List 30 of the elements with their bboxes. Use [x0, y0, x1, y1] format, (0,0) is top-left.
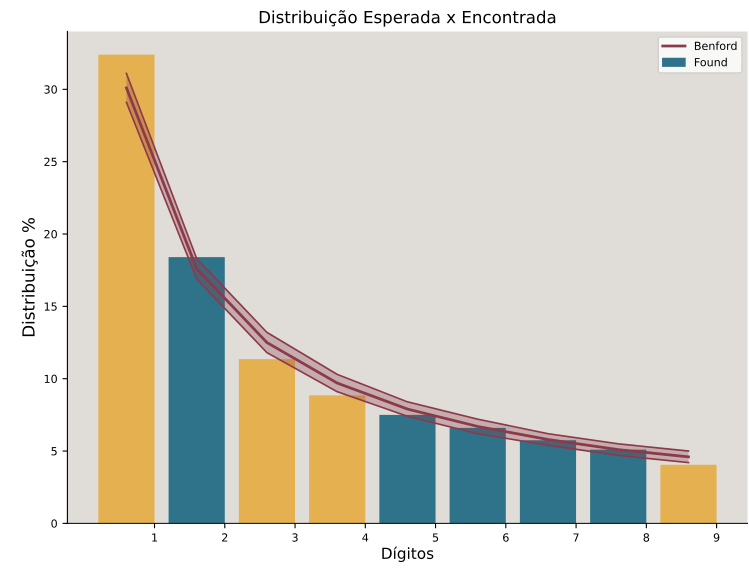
y-tick-label: 25 [44, 158, 57, 166]
legend-label: Benford [694, 41, 736, 50]
bar [590, 450, 646, 524]
bar [309, 395, 366, 524]
x-tick-label: 3 [292, 533, 298, 542]
y-tick-label: 0 [51, 519, 57, 528]
y-tick-label: 5 [51, 447, 57, 456]
x-tick-label: 7 [573, 533, 579, 542]
legend-label: Found [694, 58, 727, 66]
bar [450, 428, 506, 524]
x-tick-label: 6 [503, 533, 509, 542]
bar [238, 359, 296, 524]
y-tick-label: 10 [44, 374, 57, 384]
x-tick-label: 8 [644, 533, 650, 542]
bar [660, 464, 717, 524]
y-tick-label: 20 [44, 230, 57, 238]
x-axis-title: Dígitos [382, 546, 434, 562]
bar [98, 54, 155, 524]
y-axis-title: Distribuição % [22, 218, 38, 336]
bar [168, 257, 225, 524]
x-tick-label: 1 [152, 533, 158, 542]
x-tick-label: 4 [362, 533, 368, 542]
x-tick-label: 9 [714, 533, 720, 542]
y-tick-label: 30 [44, 85, 57, 94]
chart-title: Distribuição Esperada x Encontrada [260, 10, 556, 27]
y-tick-label: 15 [44, 302, 57, 311]
bar [379, 414, 436, 524]
bar [520, 440, 576, 524]
x-tick-label: 5 [432, 533, 438, 542]
x-tick-label: 2 [222, 533, 228, 542]
